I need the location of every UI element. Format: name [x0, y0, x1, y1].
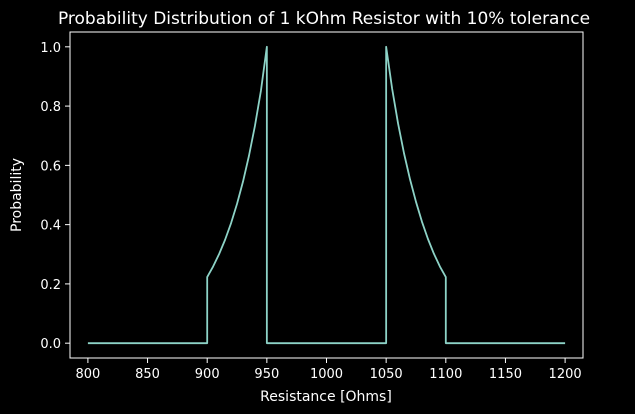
y-tick-label: 0.8	[40, 100, 61, 115]
x-tick-label: 850	[135, 367, 160, 382]
x-tick-label: 950	[254, 367, 279, 382]
x-tick-label: 1050	[370, 367, 403, 382]
y-axis: 0.0 0.2 0.4 0.6 0.8 1.0	[40, 41, 70, 352]
series-layer	[87, 45, 566, 345]
series-line	[87, 45, 566, 345]
x-axis-label: Resistance [Ohms]	[260, 389, 392, 405]
y-tick-label: 0.0	[40, 337, 61, 352]
x-tick-label: 800	[75, 367, 100, 382]
x-tick-label: 1000	[310, 367, 343, 382]
y-tick-label: 1.0	[40, 41, 61, 56]
y-tick-label: 0.4	[40, 219, 61, 234]
y-tick-label: 0.2	[40, 278, 61, 293]
y-tick-label: 0.6	[40, 159, 61, 174]
x-tick-label: 1150	[489, 367, 522, 382]
y-axis-label: Probability	[9, 158, 25, 232]
chart-title: Probability Distribution of 1 kOhm Resis…	[58, 9, 590, 29]
x-tick-label: 1200	[549, 367, 582, 382]
x-axis: 800 850 900 950 1000 1050 1100 1150 1200	[75, 358, 582, 382]
x-tick-label: 900	[195, 367, 220, 382]
x-tick-label: 1100	[429, 367, 462, 382]
